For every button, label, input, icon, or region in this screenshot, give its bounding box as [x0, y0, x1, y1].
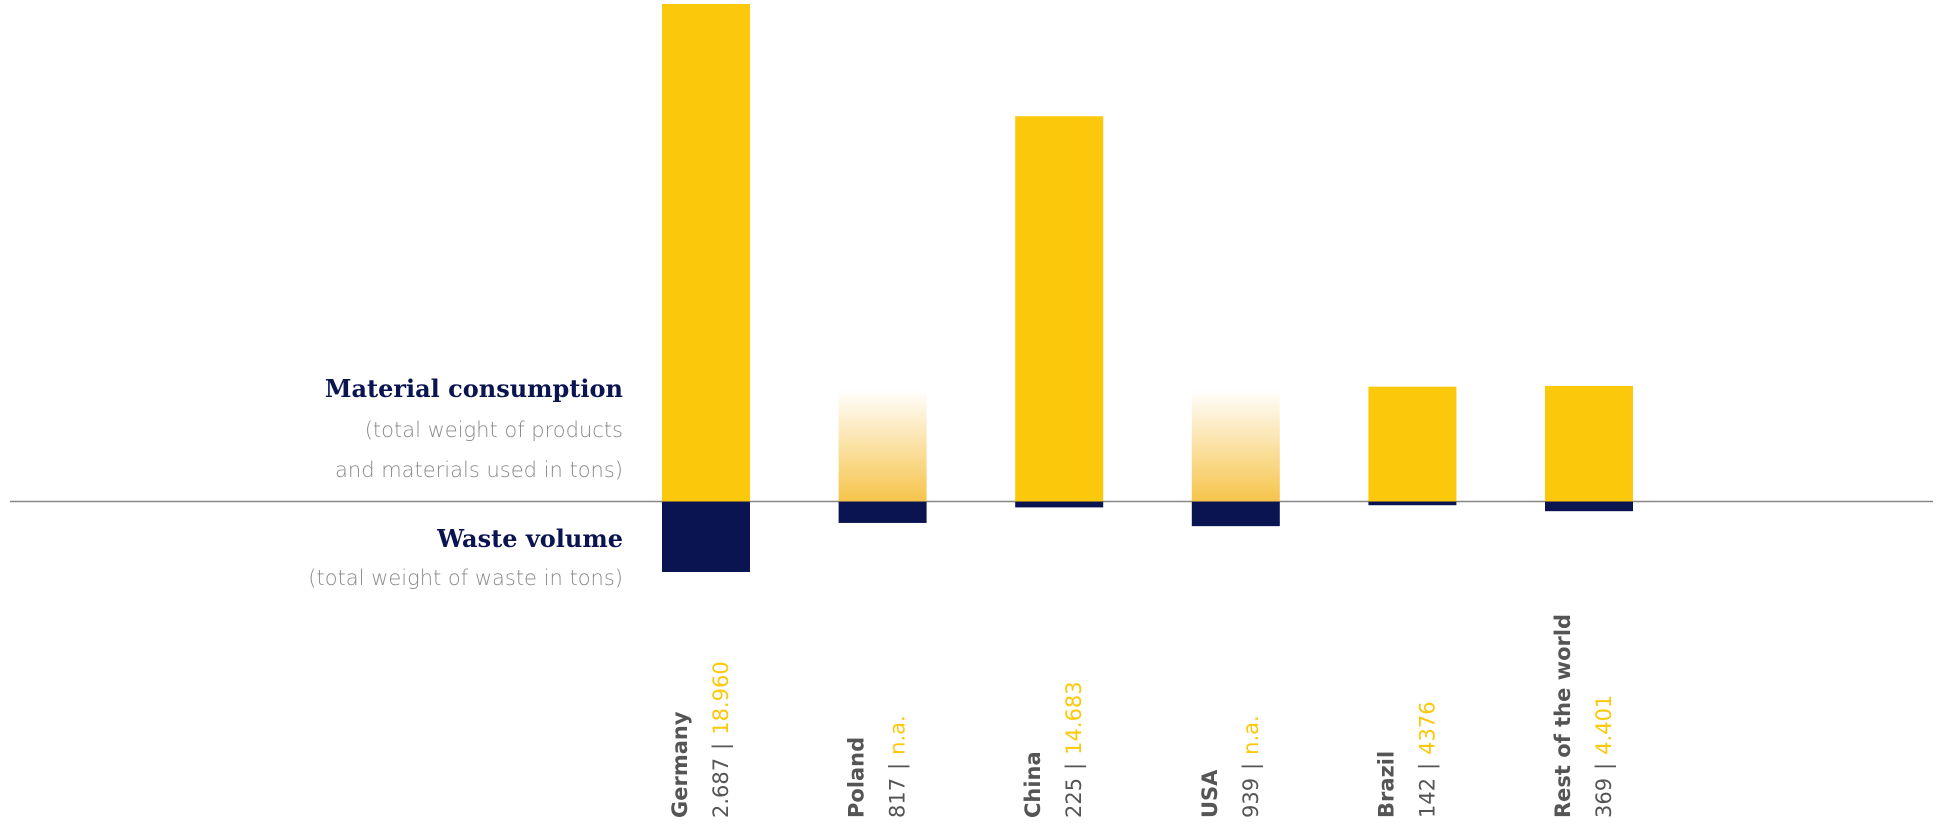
category-label: Brazil — [1374, 751, 1398, 818]
waste-label: 369 — [1592, 778, 1616, 818]
bar — [1368, 386, 1457, 502]
bar — [1545, 386, 1633, 502]
waste-label: 939 — [1239, 778, 1263, 818]
separator: | — [1415, 763, 1440, 770]
bar — [662, 501, 750, 573]
waste-label: 225 — [1062, 778, 1086, 818]
positive-note: (total weight of products — [365, 418, 623, 442]
separator: | — [1239, 763, 1264, 770]
separator: | — [1592, 763, 1617, 770]
bar — [1015, 116, 1104, 502]
category-label: China — [1021, 751, 1045, 818]
category-label: Germany — [668, 711, 692, 818]
consumption-label: n.a. — [886, 715, 910, 755]
bar — [1191, 501, 1280, 527]
consumption-label: 4376 — [1415, 701, 1439, 754]
bar — [1368, 501, 1457, 506]
consumption-label: 14.683 — [1062, 681, 1086, 754]
negative-note: (total weight of waste in tons) — [308, 566, 623, 590]
na-bar — [838, 389, 927, 502]
separator: | — [886, 763, 911, 770]
category-label: Poland — [845, 737, 869, 818]
consumption-label: n.a. — [1239, 715, 1263, 755]
positive-title: Material consumption — [325, 374, 623, 403]
negative-title: Waste volume — [436, 524, 623, 553]
waste-label: 2.687 — [709, 758, 733, 818]
value-label: 2.687 | 18.960 — [709, 661, 734, 818]
consumption-label: 18.960 — [709, 661, 733, 734]
category-label: USA — [1198, 769, 1222, 818]
value-label: 225 | 14.683 — [1062, 681, 1087, 818]
value-label: 369 | 4.401 — [1592, 695, 1617, 818]
separator: | — [1062, 763, 1087, 770]
bar — [1545, 501, 1633, 512]
bar — [662, 4, 750, 502]
consumption-label: 4.401 — [1592, 695, 1616, 755]
bar — [1015, 501, 1104, 508]
waste-label: 142 — [1415, 778, 1439, 818]
value-label: 817 | n.a. — [886, 715, 911, 818]
waste-label: 817 — [886, 778, 910, 818]
bar — [838, 501, 927, 523]
value-label: 939 | n.a. — [1239, 715, 1264, 818]
separator: | — [709, 743, 734, 750]
positive-note: and materials used in tons) — [335, 458, 623, 482]
category-label: Rest of the world — [1551, 614, 1575, 818]
value-label: 142 | 4376 — [1415, 701, 1440, 818]
na-bar — [1191, 389, 1280, 502]
